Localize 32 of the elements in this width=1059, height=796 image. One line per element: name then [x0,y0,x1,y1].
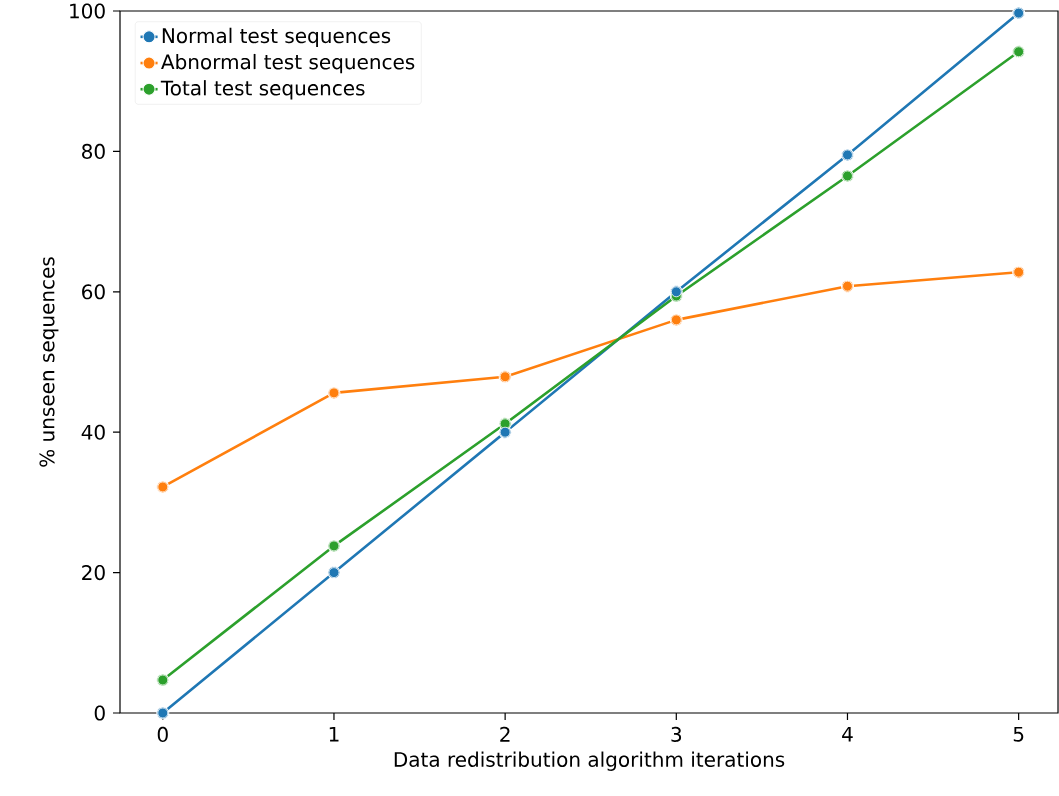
point [840,279,854,293]
point [1012,45,1026,59]
point [498,425,512,439]
point [669,313,683,327]
y-tick-label: 80 [82,143,105,159]
x-tick-label: 4 [842,726,853,742]
y-tick-label: 60 [82,284,105,300]
x-tick-label: 3 [671,726,682,742]
y-tick-label: 0 [94,705,105,721]
x-tick-label: 2 [500,726,510,742]
y-tick-label: 40 [81,424,105,440]
point [327,566,341,580]
point [1012,6,1026,20]
point [327,386,341,400]
point [1012,265,1026,279]
y-tick-label: 20 [82,565,105,581]
point [156,673,170,687]
point [156,706,170,720]
point [840,169,854,183]
point [156,480,170,494]
legend-label: Total test sequences [160,80,365,100]
x-axis-title: Data redistribution algorithm iterations [394,751,785,771]
legend-label: Normal test sequences [162,27,391,48]
y-axis-title: % unseen sequences [39,257,59,467]
point [840,148,854,162]
x-tick-label: 1 [329,726,339,742]
y-tick-label: 100 [70,3,105,19]
x-tick-label: 0 [157,726,168,742]
x-tick-label: 5 [1013,726,1024,742]
point [498,370,512,384]
point [327,539,341,553]
legend-label: Abnormal test sequences [161,53,415,74]
